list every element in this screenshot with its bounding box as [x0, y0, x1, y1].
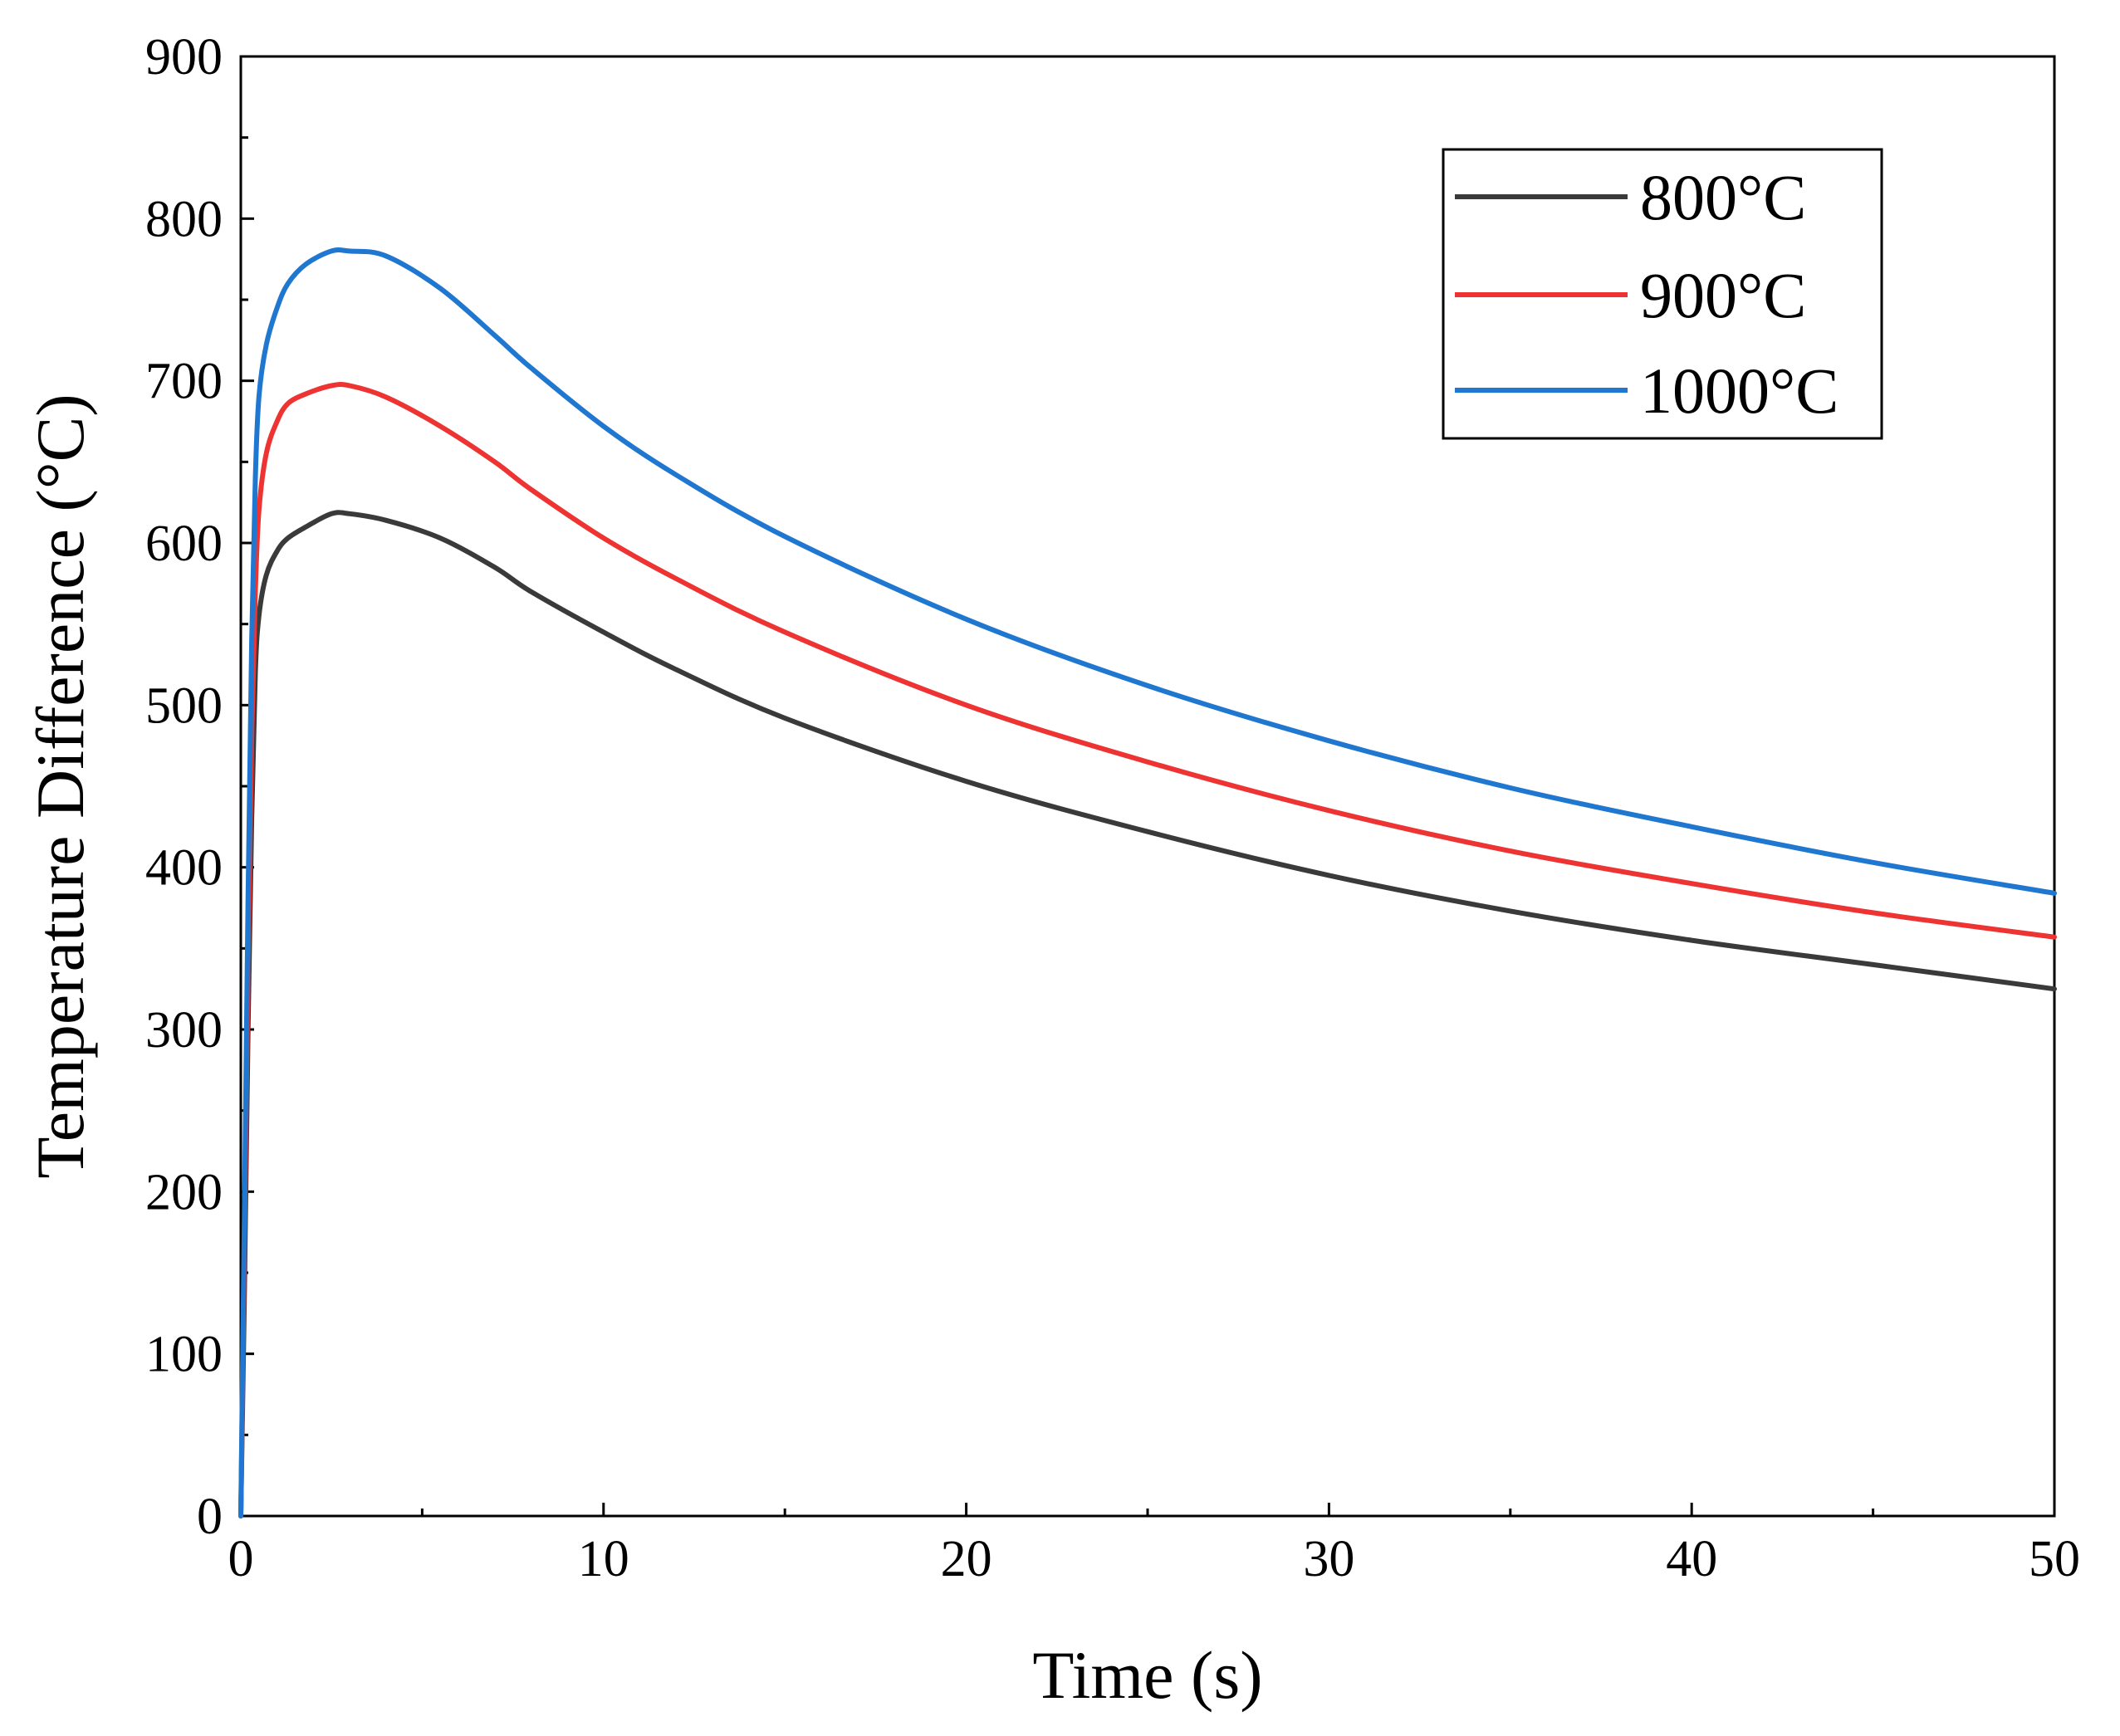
x-tick-label: 30 [1303, 1531, 1354, 1587]
series-line-0 [238, 510, 2057, 1518]
y-tick-label: 200 [145, 1164, 223, 1220]
y-tick-label: 400 [145, 840, 223, 897]
y-tick-label: 500 [145, 677, 223, 734]
y-axis-title: Temperature Difference (°C) [22, 394, 98, 1178]
x-axis: 0 10 20 30 40 50 [228, 1503, 2080, 1587]
series-group [238, 247, 2057, 1518]
x-tick-label: 50 [2029, 1531, 2080, 1587]
y-tick-label: 300 [145, 1002, 223, 1059]
x-tick-label: 0 [228, 1531, 254, 1587]
y-tick-label: 0 [197, 1489, 223, 1545]
legend-label: 800°C [1640, 161, 1806, 233]
series-line-1 [238, 382, 2057, 1518]
x-tick-label: 20 [941, 1531, 992, 1587]
y-tick-label: 800 [145, 191, 223, 247]
y-tick-label: 600 [145, 516, 223, 572]
y-tick-label: 700 [145, 354, 223, 410]
y-tick-label: 100 [145, 1327, 223, 1383]
legend: 800°C 900°C 1000°C [1442, 148, 1883, 440]
y-axis: 0 100 200 300 400 500 600 700 800 900 [145, 29, 254, 1545]
y-tick-label: 900 [145, 29, 223, 86]
x-tick-label: 40 [1666, 1531, 1717, 1587]
x-tick-label: 10 [578, 1531, 629, 1587]
x-axis-title: Time (s) [1032, 1637, 1262, 1713]
legend-label: 1000°C [1640, 355, 1838, 427]
series-line-2 [238, 247, 2057, 1518]
legend-label: 900°C [1640, 259, 1806, 331]
